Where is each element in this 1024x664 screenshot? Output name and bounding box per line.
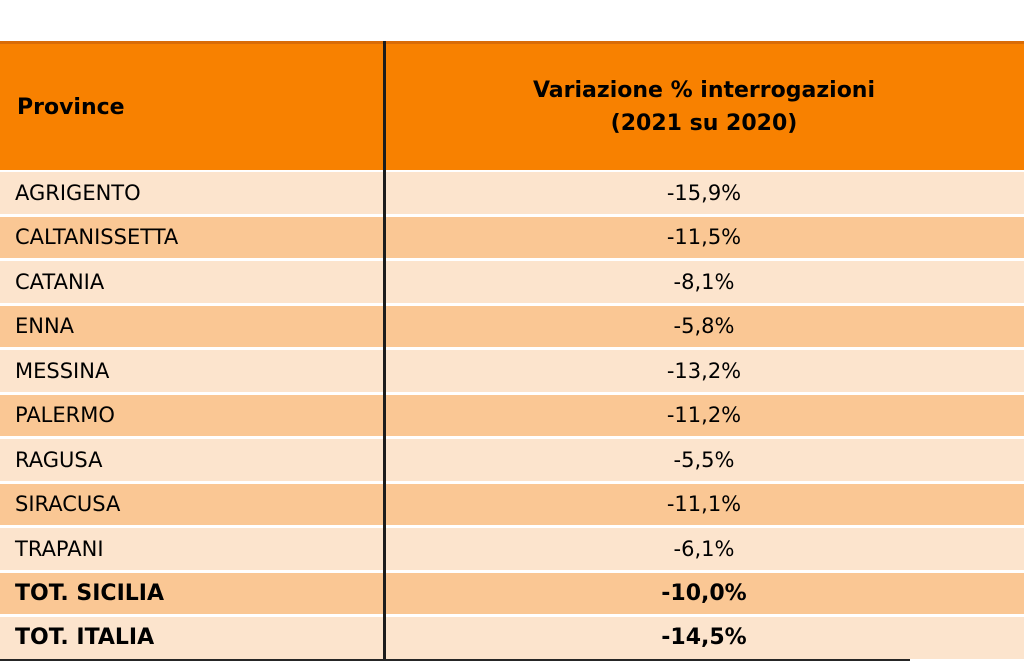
table-row: PALERMO -11,2% xyxy=(0,394,1024,436)
province-cell: AGRIGENTO xyxy=(15,180,141,205)
province-cell: RAGUSA xyxy=(15,447,103,472)
table-row: TRAPANI -6,1% xyxy=(0,528,1024,570)
province-cell: SIRACUSA xyxy=(15,492,121,517)
value-cell: -13,2% xyxy=(666,358,742,383)
value-cell: -15,9% xyxy=(666,180,742,205)
table-row: MESSINA -13,2% xyxy=(0,350,1024,392)
header-variation-line2: (2021 su 2020) xyxy=(610,111,798,136)
province-cell: TRAPANI xyxy=(15,536,104,561)
value-cell: -5,5% xyxy=(673,447,735,472)
value-cell: -11,1% xyxy=(666,492,742,517)
header-variation-line1: Variazione % interrogazioni xyxy=(532,78,876,103)
data-table: Province Variazione % interrogazioni (20… xyxy=(0,41,1024,661)
value-cell: -6,1% xyxy=(673,536,735,561)
table-header-row: Province Variazione % interrogazioni (20… xyxy=(0,41,1024,170)
value-cell: -8,1% xyxy=(673,269,735,294)
table-body: AGRIGENTO -15,9% CALTANISSETTA -11,5% CA… xyxy=(0,172,1024,659)
value-cell: -11,5% xyxy=(666,225,742,250)
table-row: SIRACUSA -11,1% xyxy=(0,483,1024,525)
table-row: TOT. SICILIA -10,0% xyxy=(0,572,1024,614)
header-variation: Variazione % interrogazioni (2021 su 202… xyxy=(384,44,1024,170)
table-row: RAGUSA -5,5% xyxy=(0,439,1024,481)
column-divider-line xyxy=(383,41,386,661)
table-row: CATANIA -8,1% xyxy=(0,261,1024,303)
value-cell: -14,5% xyxy=(661,625,747,651)
table-row: ENNA -5,8% xyxy=(0,305,1024,347)
table-row: CALTANISSETTA -11,5% xyxy=(0,216,1024,258)
table-bottom-border xyxy=(0,658,910,661)
table-row: AGRIGENTO -15,9% xyxy=(0,172,1024,214)
province-cell: CATANIA xyxy=(15,269,105,294)
header-province: Province xyxy=(17,94,125,120)
value-cell: -5,8% xyxy=(673,314,735,339)
value-cell: -11,2% xyxy=(666,403,742,428)
table-row: TOT. ITALIA -14,5% xyxy=(0,617,1024,659)
province-cell: TOT. SICILIA xyxy=(15,580,164,606)
province-cell: PALERMO xyxy=(15,403,115,428)
province-cell: MESSINA xyxy=(15,358,110,383)
province-cell: CALTANISSETTA xyxy=(15,225,179,250)
province-cell: ENNA xyxy=(15,314,75,339)
value-cell: -10,0% xyxy=(661,580,747,606)
province-cell: TOT. ITALIA xyxy=(15,625,155,651)
